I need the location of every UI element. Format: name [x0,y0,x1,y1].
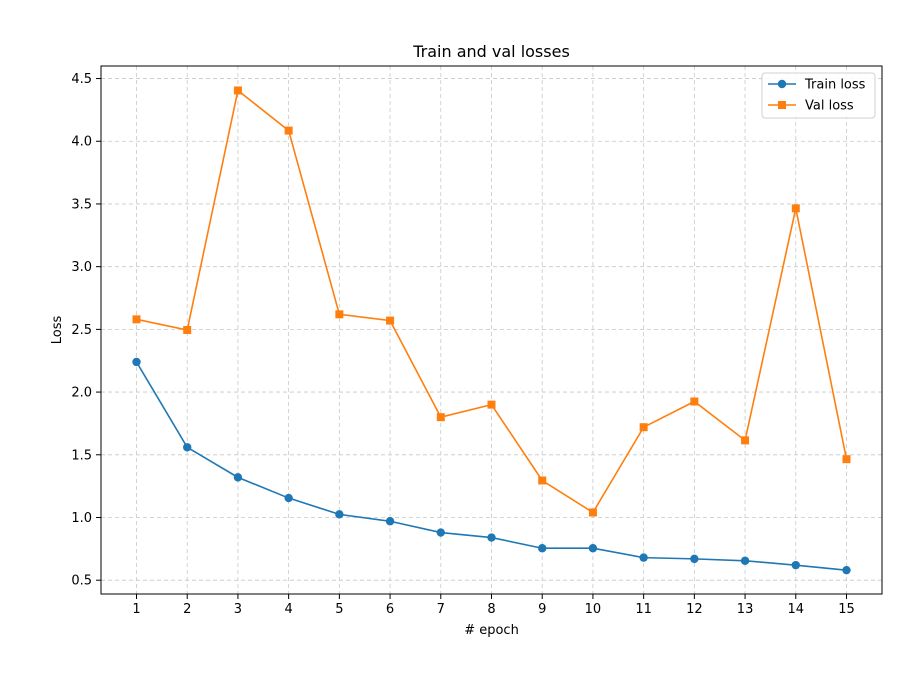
legend-marker [778,101,786,109]
data-point [436,413,445,422]
data-point [690,397,699,406]
y-tick-label: 3.5 [71,197,92,212]
data-point [183,326,192,334]
x-tick-label: 7 [437,602,445,617]
data-point [791,560,800,570]
data-point [639,553,648,562]
data-point [487,533,496,542]
x-tick-label: 4 [285,602,293,617]
legend-label: Train loss [804,78,866,93]
data-point [791,204,800,213]
data-point [284,126,293,135]
data-point [690,554,699,564]
series-train-loss [132,357,851,575]
x-tick-label: 8 [487,602,495,617]
data-point [740,556,750,565]
data-point [386,316,395,325]
data-point [538,544,547,553]
data-point [538,476,547,485]
data-point [233,86,242,95]
y-tick-label: 4.0 [71,135,92,150]
y-tick-label: 2.5 [71,323,92,338]
y-axis-label: Loss [50,316,65,345]
data-point [842,565,851,575]
data-point [335,310,344,319]
data-point [487,400,496,409]
y-tick-label: 1.5 [71,448,92,463]
data-point [132,315,141,324]
x-tick-label: 10 [585,602,602,617]
legend-marker [777,79,787,89]
series-layer [132,86,851,575]
data-point [741,436,750,445]
y-tick-label: 2.0 [71,386,92,401]
chart-title: Train and val losses [412,42,570,61]
x-tick-label: 5 [335,602,343,617]
data-point [233,473,243,482]
x-tick-label: 1 [132,602,140,617]
data-point [132,357,141,367]
data-point [335,510,344,519]
data-point [385,517,395,526]
legend: Train loss Val loss [761,72,876,119]
grid [101,66,882,594]
y-tick-label: 3.0 [71,260,92,275]
y-tick-label: 1.0 [71,511,92,526]
x-axis-label: # epoch [464,623,519,638]
series-val-loss [132,86,851,517]
x-tick-label: 2 [183,602,191,617]
x-axis: 1 2 3 4 5 6 7 8 9 10 11 12 13 14 15 [132,594,855,617]
data-point [436,528,445,537]
data-point [183,443,192,452]
data-point [842,455,851,464]
legend-label: Val loss [805,99,854,114]
y-tick-label: 4.5 [71,72,92,87]
x-tick-label: 12 [686,602,703,617]
x-tick-label: 13 [737,602,754,617]
x-tick-label: 14 [788,602,805,617]
x-tick-label: 9 [538,602,546,617]
y-tick-label: 0.5 [71,574,92,589]
x-tick-label: 3 [234,602,242,617]
data-point [588,544,598,553]
data-point [284,493,293,503]
y-axis: 0.5 1.0 1.5 2.0 2.5 3.0 3.5 4.0 4.5 [71,72,101,589]
data-point [639,423,648,432]
x-tick-label: 11 [635,602,652,617]
data-point [588,508,597,517]
x-tick-label: 15 [838,602,855,617]
x-tick-label: 6 [386,602,394,617]
